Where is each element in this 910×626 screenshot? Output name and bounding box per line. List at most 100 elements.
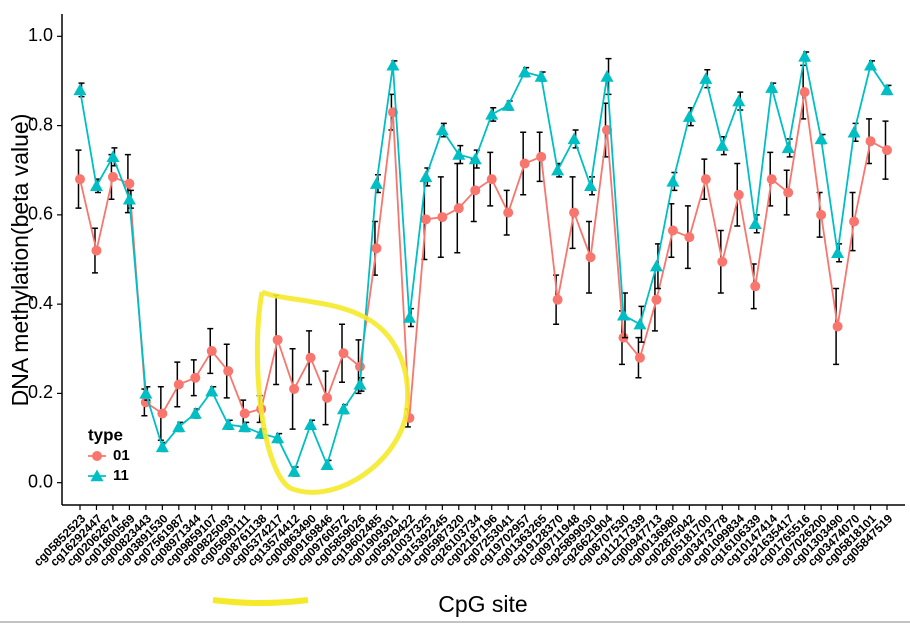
triangle-marker [551, 163, 565, 176]
circle-marker [437, 212, 448, 223]
triangle-marker [188, 406, 202, 419]
circle-marker [717, 256, 728, 267]
triangle-marker [864, 58, 878, 71]
circle-marker [91, 245, 102, 256]
triangle-marker [402, 311, 416, 323]
circle-marker [816, 209, 827, 220]
highlight-underline [212, 597, 309, 606]
circle-marker [585, 252, 596, 263]
circle-marker [849, 216, 860, 227]
triangle-marker [666, 174, 680, 187]
circle-marker [569, 207, 580, 218]
triangle-marker [155, 440, 169, 453]
circle-marker [766, 174, 777, 185]
circle-marker [783, 187, 794, 198]
triangle-marker [90, 469, 104, 482]
circle-marker [157, 408, 168, 419]
circle-marker [882, 145, 892, 156]
circle-marker [602, 125, 613, 136]
circle-marker [338, 348, 349, 359]
triangle-marker [89, 179, 103, 192]
triangle-marker [847, 125, 861, 138]
triangle-marker [567, 132, 581, 145]
circle-marker [305, 352, 316, 363]
triangle-marker [287, 465, 301, 477]
x-axis-title: CpG site [438, 591, 527, 617]
triangle-marker [831, 246, 845, 259]
circle-marker [420, 214, 431, 225]
triangle-marker [419, 170, 433, 183]
circle-marker [75, 174, 85, 185]
triangle-marker [501, 99, 515, 111]
triangle-marker [221, 418, 235, 430]
circle-marker [470, 185, 481, 196]
legend-title: type [88, 425, 123, 444]
triangle-marker [880, 83, 894, 96]
circle-marker [503, 207, 514, 218]
triangle-marker [649, 259, 663, 272]
circle-marker [733, 189, 744, 200]
triangle-marker [518, 65, 532, 78]
triangle-marker [699, 72, 713, 84]
triangle-marker [73, 83, 87, 96]
circle-marker [107, 171, 118, 182]
circle-marker [371, 243, 382, 254]
triangle-marker [633, 317, 647, 330]
circle-marker [536, 151, 547, 162]
circle-marker [322, 392, 333, 403]
triangle-marker [781, 141, 795, 154]
circle-marker [190, 372, 201, 383]
triangle-marker [435, 123, 449, 136]
y-tick-label: 1.0 [28, 25, 53, 45]
triangle-marker [765, 81, 779, 93]
y-tick-label: 0.4 [28, 293, 53, 313]
circle-marker [667, 225, 678, 236]
circle-marker [634, 352, 645, 363]
triangle-marker [238, 420, 252, 433]
legend-label: 11 [113, 467, 129, 484]
circle-marker [354, 361, 365, 372]
circle-marker [272, 334, 283, 345]
circle-marker [206, 346, 217, 357]
circle-marker [92, 451, 102, 461]
triangle-marker [468, 152, 482, 165]
circle-marker [239, 408, 250, 419]
circle-marker [865, 136, 876, 147]
triangle-marker [304, 418, 318, 430]
triangle-marker [715, 139, 729, 151]
circle-marker [700, 174, 711, 185]
triangle-marker [682, 110, 696, 122]
triangle-marker [353, 377, 367, 390]
circle-marker [750, 281, 761, 292]
circle-marker [486, 174, 497, 185]
triangle-marker [534, 69, 548, 82]
triangle-marker [814, 132, 828, 145]
circle-marker [223, 366, 234, 377]
triangle-marker [106, 150, 120, 163]
highlight-circle [254, 289, 411, 495]
triangle-marker [271, 431, 285, 444]
triangle-marker [320, 458, 334, 471]
circle-marker [124, 178, 135, 189]
circle-marker [832, 321, 843, 332]
circle-marker [453, 203, 464, 214]
triangle-marker [732, 94, 746, 107]
circle-marker [519, 158, 530, 169]
triangle-marker [798, 49, 812, 62]
triangle-marker [369, 177, 383, 189]
circle-marker [799, 87, 810, 98]
circle-marker [651, 294, 662, 305]
circle-marker [289, 383, 300, 394]
y-axis-title: DNA methylation(beta value) [7, 114, 33, 407]
triangle-marker [485, 107, 499, 120]
triangle-marker [600, 69, 614, 82]
series-group [73, 49, 894, 477]
series-group [75, 64, 892, 442]
y-tick-label: 0.6 [28, 204, 53, 224]
circle-marker [552, 294, 563, 305]
triangle-marker [748, 217, 762, 229]
circle-marker [684, 232, 695, 243]
legend-label: 01 [113, 447, 130, 464]
y-tick-label: 0.0 [28, 471, 53, 491]
